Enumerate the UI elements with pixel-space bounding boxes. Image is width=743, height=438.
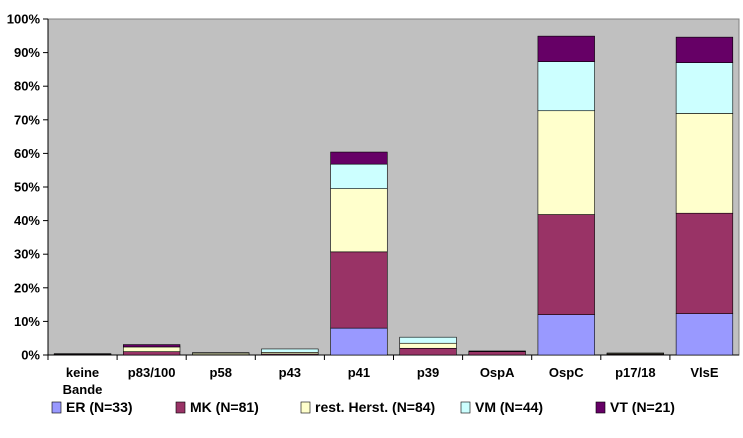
plot-area [47, 18, 740, 356]
bar-segment [123, 346, 181, 352]
legend-item: ER (N=33) [51, 399, 133, 415]
bars [53, 35, 734, 356]
bar-segment [399, 347, 457, 356]
legend-label: rest. Herst. (N=84) [315, 399, 435, 415]
y-tick-label: 60% [14, 146, 40, 161]
bar-segment [123, 344, 181, 348]
bar-segment [537, 214, 595, 315]
y-tick-label: 100% [7, 12, 41, 27]
y-tick-label: 0% [21, 348, 40, 363]
bar-segment [261, 348, 319, 353]
bar-segment [192, 352, 250, 354]
bar-segment [330, 251, 388, 329]
legend: ER (N=33) MK (N=81) rest. Herst. (N=84) VM … [51, 399, 675, 415]
bar-segment [675, 62, 734, 114]
bar-segment [537, 110, 595, 215]
x-tick-label: VlsE [690, 365, 719, 380]
bar-segment [675, 313, 734, 356]
bar-segment [468, 351, 526, 356]
legend-swatch [300, 401, 311, 414]
bar-segment [675, 113, 734, 214]
legend-item: VT (N=21) [595, 399, 675, 415]
x-tick-label: OspC [549, 365, 584, 380]
y-tick-label: 20% [14, 280, 40, 295]
bar-segment [606, 352, 664, 354]
legend-item: VM (N=44) [460, 399, 543, 415]
bar-segment [53, 353, 112, 355]
y-tick-label: 90% [14, 45, 40, 60]
bar-segment [330, 163, 388, 189]
bar-segment [468, 350, 526, 352]
x-tick-label: OspA [480, 365, 515, 380]
x-tick-label: p58 [210, 365, 232, 380]
legend-label: VM (N=44) [475, 399, 543, 415]
y-tick-label: 50% [14, 180, 40, 195]
bar-segment [675, 212, 734, 314]
legend-swatch [595, 401, 606, 414]
legend-item: MK (N=81) [175, 399, 259, 415]
legend-swatch [175, 401, 186, 414]
y-tick-label: 30% [14, 247, 40, 262]
x-tick-label: p83/100 [128, 365, 176, 380]
bar-segment [537, 61, 595, 112]
bar-segment [537, 314, 595, 356]
legend-item: rest. Herst. (N=84) [300, 399, 435, 415]
legend-label: MK (N=81) [190, 399, 259, 415]
y-tick-label: 70% [14, 112, 40, 127]
bar-segment [330, 188, 388, 253]
x-axis-labels: keine Bande p83/100 p58 p43 p41 p39 OspA OspC p17… [47, 355, 719, 397]
x-tick-label: p17/18 [615, 365, 655, 380]
x-tick-label: keine Bande [63, 365, 103, 397]
bar-segment [399, 336, 457, 344]
bar-segment [399, 342, 457, 349]
bar-segment [330, 151, 388, 165]
bar-segment [675, 36, 734, 63]
y-tick-label: 10% [14, 314, 40, 329]
x-tick-label: p43 [279, 365, 301, 380]
bar-segment [123, 351, 181, 356]
legend-label: ER (N=33) [66, 399, 133, 415]
legend-swatch [51, 401, 62, 414]
x-tick-label: p41 [348, 365, 370, 380]
x-tick-label: p39 [417, 365, 439, 380]
bar-segment [537, 35, 595, 62]
bar-segment [330, 327, 388, 356]
legend-swatch [460, 401, 471, 414]
legend-label: VT (N=21) [610, 399, 675, 415]
y-tick-label: 40% [14, 213, 40, 228]
y-tick-label: 80% [14, 79, 40, 94]
